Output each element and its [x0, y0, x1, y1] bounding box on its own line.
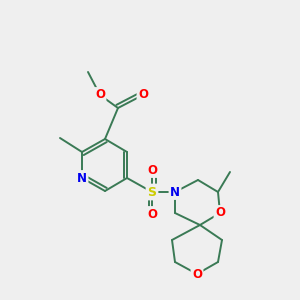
Text: O: O — [138, 88, 148, 101]
Text: O: O — [95, 88, 105, 101]
Text: N: N — [170, 185, 180, 199]
Text: N: N — [77, 172, 87, 184]
Text: O: O — [147, 208, 157, 220]
Text: O: O — [215, 206, 225, 220]
Text: S: S — [148, 185, 157, 199]
Text: O: O — [192, 268, 202, 281]
Text: O: O — [147, 164, 157, 176]
